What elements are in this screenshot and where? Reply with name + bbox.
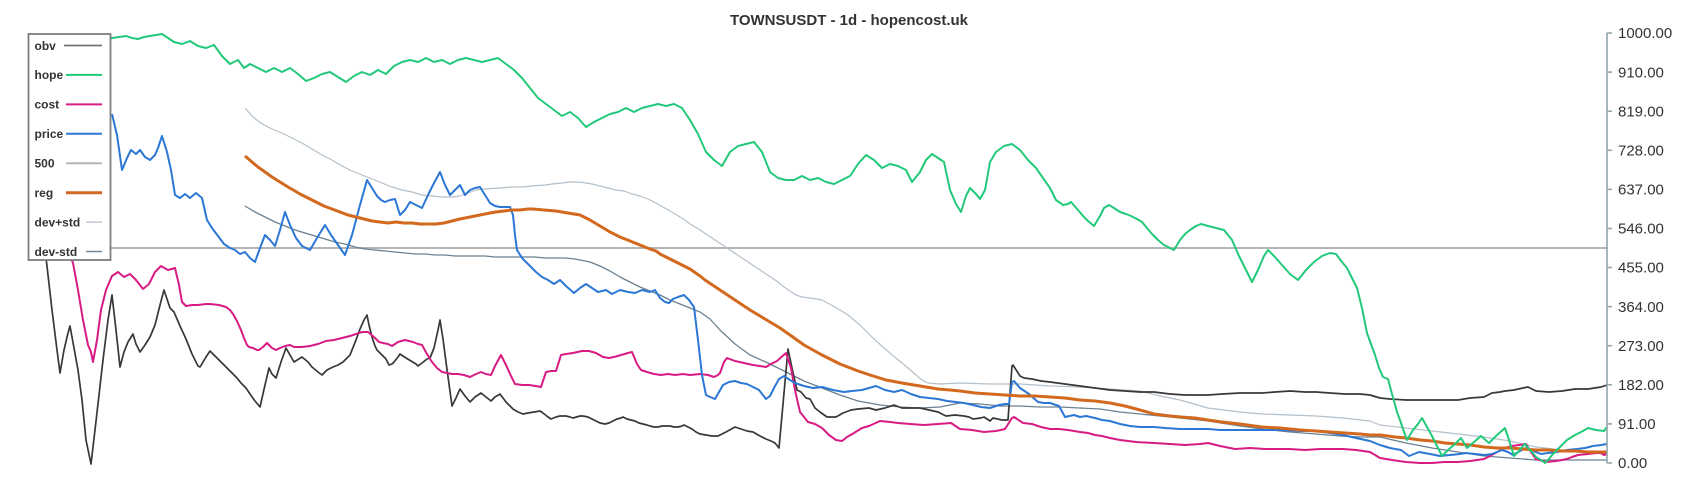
svg-text:91.00: 91.00 (1618, 416, 1656, 433)
svg-text:hope: hope (35, 68, 64, 82)
svg-text:910.00: 910.00 (1618, 64, 1664, 81)
svg-text:dev+std: dev+std (35, 215, 81, 229)
svg-text:cost: cost (35, 98, 60, 112)
svg-text:TOWNSUSDT - 1d - hopencost.uk: TOWNSUSDT - 1d - hopencost.uk (730, 12, 969, 29)
svg-text:728.00: 728.00 (1618, 143, 1664, 160)
svg-text:1000.00: 1000.00 (1618, 25, 1672, 42)
svg-text:273.00: 273.00 (1618, 338, 1664, 355)
svg-text:182.00: 182.00 (1618, 377, 1664, 394)
svg-text:455.00: 455.00 (1618, 260, 1664, 277)
svg-text:500: 500 (35, 157, 55, 171)
svg-text:364.00: 364.00 (1618, 299, 1664, 316)
svg-text:obv: obv (35, 39, 57, 53)
svg-text:reg: reg (35, 186, 54, 200)
svg-text:819.00: 819.00 (1618, 103, 1664, 120)
svg-text:dev-std: dev-std (35, 245, 78, 259)
svg-text:546.00: 546.00 (1618, 221, 1664, 238)
svg-text:price: price (35, 127, 64, 141)
svg-text:637.00: 637.00 (1618, 182, 1664, 199)
svg-text:0.00: 0.00 (1618, 455, 1647, 472)
